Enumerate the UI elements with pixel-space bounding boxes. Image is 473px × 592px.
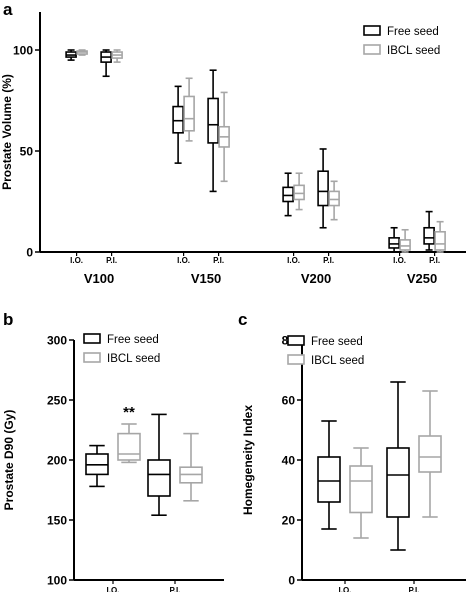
- panel-a-box-free-seed-v200-p-i: [317, 148, 329, 229]
- panel-a-box-ibcl-seed-v250-i-o: [399, 228, 411, 253]
- panel-a-box-ibcl-seed-v150-p-i: [218, 91, 230, 183]
- panel-b-legend-label-ibcl-seed: IBCL seed: [107, 353, 160, 365]
- panel-c-box-ibcl-seed-p-i: [418, 390, 442, 518]
- panel-c-box-free-seed-i-o-iqr-box: [317, 456, 341, 503]
- panel-b-y-tick-label: 250: [47, 394, 67, 408]
- panel-a-box-free-seed-v200-i-o-iqr-box: [282, 186, 294, 203]
- panel-a-x-tick-label-v150-i-o: I.O.: [177, 256, 190, 265]
- panel-c-y-tick-label: 60: [282, 394, 296, 408]
- panel-c-legend-label-free-seed: Free seed: [311, 336, 363, 348]
- panel-a-x-tick-label-v200-p-i: P.I.: [323, 256, 334, 265]
- panel-a-x-tick-label-v250-p-i: P.I.: [429, 256, 440, 265]
- panel-a-group-label-v250: V250: [407, 271, 437, 286]
- panel-a-box-free-seed-v150-i-o: [172, 85, 184, 164]
- panel-a-box-ibcl-seed-v250-p-i: [434, 220, 446, 253]
- panel-a-box-ibcl-seed-v250-p-i-iqr-box: [434, 231, 446, 251]
- panel-a-box-free-seed-v250-i-o-iqr-box: [388, 237, 400, 249]
- panel-a-box-ibcl-seed-v200-i-o: [293, 172, 305, 211]
- panel-a-legend-swatch-ibcl-seed: [363, 44, 381, 55]
- panel-a-box-ibcl-seed-v200-p-i: [328, 180, 340, 221]
- panel-a-box-ibcl-seed-v150-i-o: [183, 77, 195, 142]
- panel-c-legend-label-ibcl-seed: IBCL seed: [311, 355, 364, 367]
- panel-a-legend-label-ibcl-seed: IBCL seed: [387, 45, 440, 57]
- panel-a-box-ibcl-seed-v250-i-o-iqr-box: [399, 239, 411, 251]
- panel-a-legend-label-free-seed: Free seed: [387, 26, 439, 38]
- panel-a-box-free-seed-v150-i-o-iqr-box: [172, 105, 184, 134]
- panel-c-box-free-seed-p-i: [386, 381, 410, 551]
- panel-a-x-tick-label-v200-i-o: I.O.: [287, 256, 300, 265]
- panel-a-box-free-seed-v100-p-i: [100, 49, 112, 78]
- panel-label-c: c: [238, 310, 247, 329]
- panel-a-y-axis-title: Prostate Volume (%): [0, 74, 14, 190]
- panel-a-y-tick-label: 100: [13, 44, 33, 58]
- panel-c-y-tick-label: 0: [288, 574, 295, 588]
- panel-a-box-free-seed-v200-p-i-iqr-box: [317, 170, 329, 207]
- panel-a-y-tick-label: 50: [20, 145, 34, 159]
- panel-c-box-free-seed-i-o: [317, 420, 341, 530]
- panel-c-box-ibcl-seed-i-o: [349, 447, 373, 539]
- panel-a-x-tick-label-v100-p-i: P.I.: [106, 256, 117, 265]
- panel-b-box-free-seed-p-i: [147, 413, 171, 517]
- panel-a-x-tick-label-v150-p-i: P.I.: [213, 256, 224, 265]
- panel-a-box-free-seed-v250-i-o: [388, 226, 400, 253]
- panel-b-y-axis-title: Prostate D90 (Gy): [2, 410, 16, 511]
- panel-b-y-tick-label: 200: [47, 454, 67, 468]
- panel-b-box-free-seed-i-o: [85, 444, 109, 488]
- panel-b-box-ibcl-seed-i-o: [117, 423, 141, 464]
- panel-a-box-free-seed-v200-i-o: [282, 172, 294, 217]
- panel-a-box-free-seed-v100-i-o: [65, 49, 77, 61]
- panel-c-legend-swatch-free-seed: [287, 335, 305, 346]
- panel-a-box-free-seed-v250-p-i-iqr-box: [423, 226, 435, 245]
- panel-label-a: a: [3, 0, 13, 19]
- panel-c-box-ibcl-seed-i-o-iqr-box: [349, 465, 373, 514]
- panel-a-group-label-v150: V150: [191, 271, 221, 286]
- panel-c-x-tick-label-i-o: I.O.: [339, 586, 352, 592]
- panel-a-y-tick-label: 0: [26, 246, 33, 260]
- panel-b-x-tick-label-i-o: I.O.: [107, 586, 120, 592]
- panel-a-box-ibcl-seed-v100-p-i: [111, 49, 123, 63]
- panel-a-box-ibcl-seed-v150-i-o-iqr-box: [183, 95, 195, 132]
- panel-c-y-axis-title: Homegeneity Index: [241, 405, 255, 515]
- panel-b-y-tick-label: 300: [47, 334, 67, 348]
- panel-b-box-ibcl-seed-p-i: [179, 432, 203, 502]
- panel-b-x-tick-label-p-i: P.I.: [170, 586, 181, 592]
- panel-b-y-tick-label: 100: [47, 574, 67, 588]
- panel-b-legend-swatch-free-seed: [83, 333, 101, 344]
- panel-a-x-tick-label-v100-i-o: I.O.: [70, 256, 83, 265]
- chart-panel-a: 0 50 100 Prostate Volume (%) Free seed IBCL s…: [0, 12, 466, 286]
- panel-a-box-ibcl-seed-v100-i-o: [76, 49, 88, 56]
- panel-a-group-label-v100: V100: [84, 271, 114, 286]
- panel-b-legend-swatch-ibcl-seed: [83, 352, 101, 363]
- panel-c-x-tick-label-p-i: P.I.: [409, 586, 420, 592]
- panel-a-x-tick-label-v250-i-o: I.O.: [393, 256, 406, 265]
- panel-a-box-free-seed-v150-p-i: [207, 69, 219, 193]
- panel-c-box-free-seed-p-i-iqr-box: [386, 447, 410, 518]
- panel-b-box-free-seed-p-i-iqr-box: [147, 459, 171, 497]
- panel-a-box-ibcl-seed-v200-p-i-iqr-box: [328, 190, 340, 207]
- panel-b-legend-label-free-seed: Free seed: [107, 334, 159, 346]
- panel-b-significance-annotation: **: [123, 404, 135, 421]
- panel-a-box-free-seed-v150-p-i-iqr-box: [207, 97, 219, 144]
- panel-label-b: b: [3, 310, 13, 329]
- panel-c-y-tick-label: 20: [282, 514, 296, 528]
- panel-a-legend-swatch-free-seed: [363, 25, 381, 36]
- panel-a-group-label-v200: V200: [301, 271, 331, 286]
- panel-b-box-ibcl-seed-i-o-iqr-box: [117, 432, 141, 461]
- panel-a-box-ibcl-seed-v200-i-o-iqr-box: [293, 184, 305, 201]
- panel-a-box-free-seed-v250-p-i: [423, 210, 435, 251]
- chart-panel-b: 100 150 200 250 300 Prostate D90 (Gy) Free see…: [2, 333, 224, 592]
- panel-c-legend-swatch-ibcl-seed: [287, 354, 305, 365]
- panel-c-box-ibcl-seed-p-i-iqr-box: [418, 435, 442, 473]
- panel-c-y-tick-label: 40: [282, 454, 296, 468]
- panel-b-y-tick-label: 150: [47, 514, 67, 528]
